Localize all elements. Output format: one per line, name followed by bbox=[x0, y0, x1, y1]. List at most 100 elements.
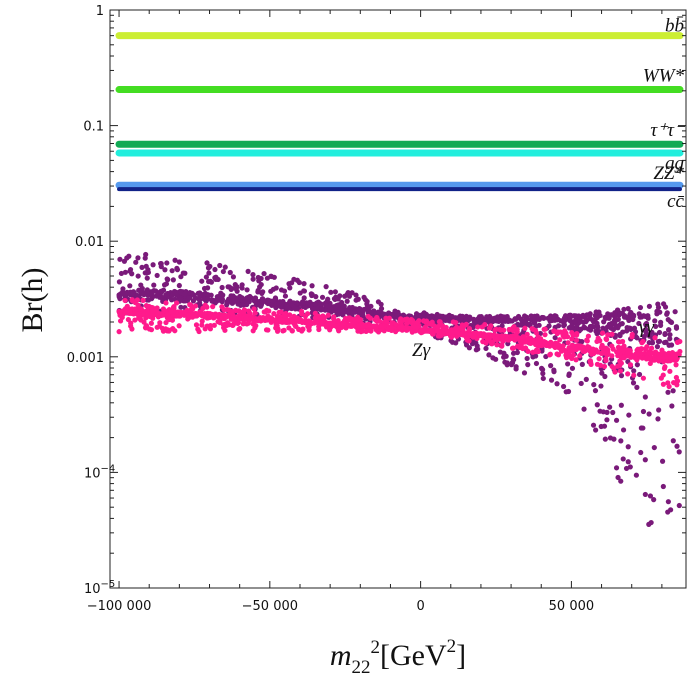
point-gammagamma bbox=[525, 362, 531, 368]
point-Zgamma bbox=[347, 317, 353, 323]
point-gammagamma bbox=[378, 306, 385, 312]
point-Zgamma bbox=[600, 330, 606, 336]
point-gammagamma bbox=[665, 389, 671, 395]
point-gammagamma bbox=[142, 255, 148, 261]
point-Zgamma bbox=[246, 308, 252, 314]
point-Zgamma bbox=[365, 323, 371, 329]
point-gammagamma bbox=[513, 366, 519, 372]
point-gammagamma bbox=[508, 362, 515, 368]
point-gammagamma bbox=[197, 290, 203, 296]
point-gammagamma bbox=[205, 292, 211, 298]
point-gammagamma bbox=[615, 316, 621, 322]
point-gammagamma bbox=[483, 345, 489, 352]
point-gammagamma bbox=[522, 318, 528, 325]
point-Zgamma bbox=[365, 313, 371, 320]
point-Zgamma bbox=[609, 331, 615, 337]
point-gammagamma bbox=[636, 311, 642, 317]
point-gammagamma bbox=[162, 267, 168, 273]
point-Zgamma bbox=[342, 315, 349, 322]
point-Zgamma bbox=[368, 328, 374, 334]
point-Zgamma bbox=[509, 345, 516, 351]
point-gammagamma bbox=[571, 313, 577, 319]
point-gammagamma bbox=[228, 286, 234, 292]
point-Zgamma bbox=[146, 326, 153, 332]
point-gammagamma bbox=[150, 262, 156, 268]
point-gammagamma bbox=[224, 298, 230, 305]
point-Zgamma bbox=[273, 325, 279, 331]
point-Zgamma bbox=[639, 346, 645, 352]
point-gammagamma bbox=[634, 362, 640, 368]
point-gammagamma bbox=[626, 317, 632, 323]
point-gammagamma bbox=[127, 283, 133, 289]
point-Zgamma bbox=[377, 323, 384, 329]
point-Zgamma bbox=[664, 352, 670, 358]
point-gammagamma bbox=[579, 339, 585, 345]
point-gammagamma bbox=[607, 404, 613, 410]
point-gammagamma bbox=[378, 301, 384, 307]
point-gammagamma bbox=[636, 371, 643, 378]
label-gg: gg bbox=[665, 153, 684, 174]
label-Zgamma: Zγ bbox=[412, 340, 431, 361]
point-gammagamma bbox=[619, 321, 625, 327]
point-Zgamma bbox=[300, 326, 306, 332]
point-Zgamma bbox=[221, 316, 227, 322]
point-Zgamma bbox=[128, 320, 134, 326]
point-gammagamma bbox=[337, 293, 343, 299]
x-title-power: 2 bbox=[371, 637, 381, 658]
x-tick-label: 0 bbox=[416, 599, 424, 614]
point-Zgamma bbox=[504, 337, 510, 343]
point-gammagamma bbox=[207, 263, 213, 270]
point-gammagamma bbox=[628, 309, 634, 316]
point-gammagamma bbox=[626, 412, 632, 418]
point-Zgamma bbox=[499, 342, 505, 348]
point-Zgamma bbox=[522, 325, 528, 331]
point-Zgamma bbox=[555, 344, 561, 350]
point-gammagamma bbox=[630, 313, 637, 319]
point-Zgamma bbox=[616, 347, 623, 353]
point-Zgamma bbox=[339, 320, 345, 326]
point-gammagamma bbox=[255, 287, 261, 294]
point-gammagamma bbox=[638, 449, 644, 456]
point-gammagamma bbox=[572, 318, 578, 324]
point-Zgamma bbox=[674, 379, 680, 385]
point-Zgamma bbox=[647, 356, 653, 362]
point-Zgamma bbox=[585, 344, 591, 350]
point-gammagamma bbox=[181, 291, 187, 297]
point-gammagamma bbox=[630, 380, 637, 386]
point-gammagamma bbox=[667, 336, 673, 342]
point-gammagamma bbox=[674, 443, 680, 449]
point-gammagamma bbox=[234, 298, 240, 304]
point-gammagamma bbox=[661, 339, 668, 346]
point-Zgamma bbox=[665, 380, 671, 386]
label-tautau: τ⁺τ⁻ bbox=[650, 120, 686, 141]
point-Zgamma bbox=[250, 321, 256, 327]
point-Zgamma bbox=[319, 320, 326, 326]
point-Zgamma bbox=[561, 334, 567, 340]
point-gammagamma bbox=[613, 417, 620, 423]
point-gammagamma bbox=[182, 270, 188, 276]
point-gammagamma bbox=[205, 296, 211, 302]
point-Zgamma bbox=[500, 334, 506, 340]
point-gammagamma bbox=[227, 269, 233, 276]
point-gammagamma bbox=[586, 313, 593, 320]
point-gammagamma bbox=[463, 342, 470, 348]
point-Zgamma bbox=[604, 351, 611, 357]
point-gammagamma bbox=[169, 292, 175, 298]
point-gammagamma bbox=[349, 304, 356, 311]
point-gammagamma bbox=[530, 354, 536, 360]
point-gammagamma bbox=[217, 262, 223, 269]
point-gammagamma bbox=[665, 499, 671, 505]
point-Zgamma bbox=[418, 328, 424, 334]
point-Zgamma bbox=[434, 327, 441, 334]
point-gammagamma bbox=[315, 305, 321, 312]
point-Zgamma bbox=[228, 316, 235, 322]
point-gammagamma bbox=[658, 319, 664, 325]
point-Zgamma bbox=[532, 327, 539, 334]
point-Zgamma bbox=[492, 327, 498, 333]
y-tick-label: 0.01 bbox=[75, 235, 104, 250]
point-gammagamma bbox=[364, 298, 370, 305]
point-gammagamma bbox=[610, 409, 616, 416]
point-gammagamma bbox=[618, 438, 624, 444]
point-Zgamma bbox=[612, 369, 618, 375]
